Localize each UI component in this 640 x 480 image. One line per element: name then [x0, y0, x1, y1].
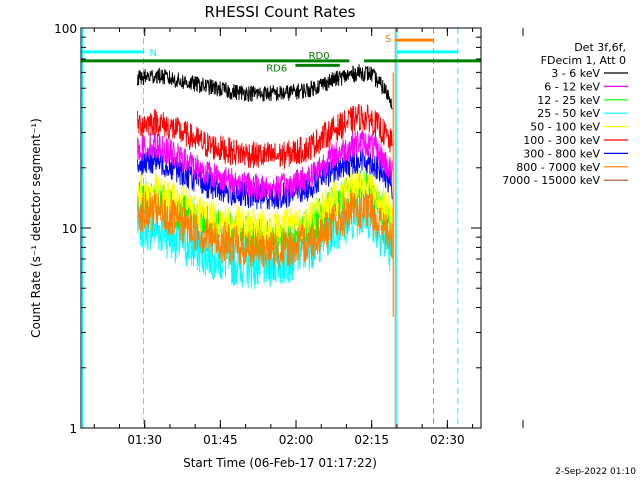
legend-entry-label: 7000 - 15000 keV	[502, 174, 600, 187]
annotation-label-n: N	[150, 48, 157, 59]
annotation-label-rd0: RD0	[309, 51, 330, 62]
x-tick-label: 01:45	[203, 433, 238, 447]
legend-entry-label: 12 - 25 keV	[537, 94, 600, 107]
series-50-100-keV-line	[137, 165, 393, 248]
legend-entry-label: 3 - 6 keV	[551, 67, 600, 80]
series-3-6-keV-line	[137, 64, 393, 110]
legend-entry-label: 800 - 7000 keV	[516, 161, 600, 174]
legend-entry-label: 6 - 12 keV	[544, 80, 600, 93]
series-layer	[137, 64, 394, 317]
y-axis-label: Count Rate (s⁻¹ detector segment⁻¹)	[29, 118, 43, 338]
x-tick-label: 02:00	[279, 433, 314, 447]
y-tick-label: 10	[62, 222, 77, 236]
annotation-label-rd6: RD6	[266, 63, 287, 74]
x-tick-label: 02:15	[354, 433, 389, 447]
series-6-12-keV-line	[137, 130, 393, 201]
x-tick-label: 02:30	[430, 433, 465, 447]
legend-entry-label: 100 - 300 keV	[523, 134, 600, 147]
y-tick-label: 100	[54, 22, 77, 36]
legend-header-line-1: Det 3f,6f,	[574, 41, 626, 54]
annotation-layer: N S RD0 RD6	[81, 34, 481, 74]
axis-layer: 01:30 01:45 02:00 02:15 02:30 1 10 100	[54, 22, 524, 447]
x-tick-label: 01:30	[127, 433, 162, 447]
y-tick-label: 1	[69, 422, 77, 436]
legend-entry-label: 50 - 100 keV	[530, 121, 600, 134]
annotation-label-s: S	[385, 34, 391, 45]
series-800-7000-keV-line	[137, 188, 393, 270]
chart-title: RHESSI Count Rates	[205, 3, 356, 21]
series-100-300-keV-line	[137, 103, 393, 169]
legend-entry-label: 300 - 800 keV	[523, 147, 600, 160]
footer-timestamp: 2-Sep-2022 01:10	[555, 467, 636, 477]
legend-entry-label: 25 - 50 keV	[537, 107, 600, 120]
x-axis-label: Start Time (06-Feb-17 01:17:22)	[183, 456, 377, 470]
legend-header-line-2: FDecim 1, Att 0	[541, 54, 626, 67]
